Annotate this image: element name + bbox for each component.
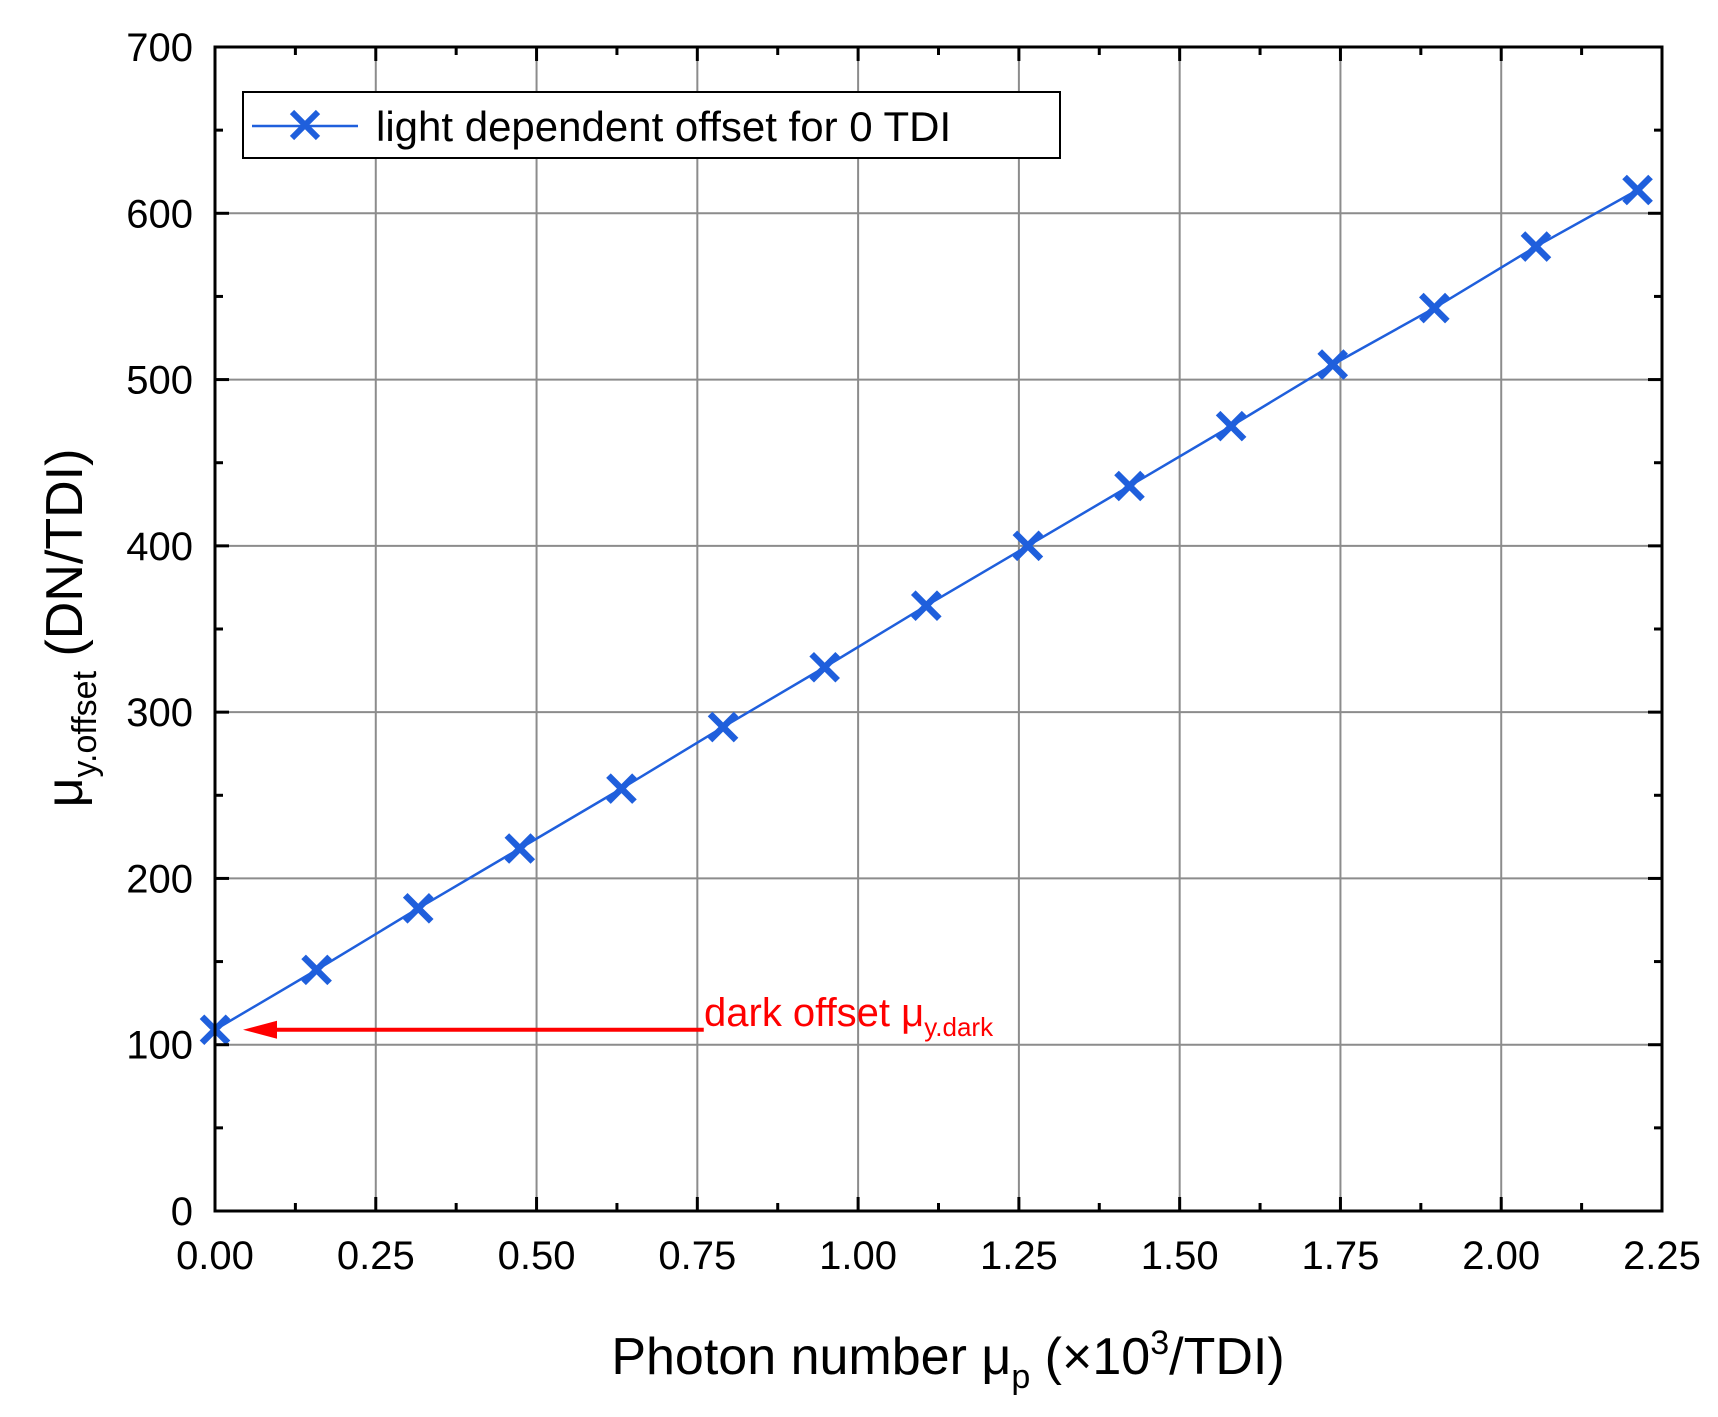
data-point-x-marker (504, 833, 536, 864)
x-tick-label: 1.25 (980, 1234, 1058, 1278)
x-axis-title-end: /TDI) (1169, 1328, 1285, 1386)
data-point-x-marker (1419, 292, 1450, 324)
x-axis-title-superscript: 3 (1150, 1324, 1169, 1362)
x-tick-label: 0.75 (658, 1234, 736, 1278)
x-axis-title-main: Photon number μ (611, 1328, 1011, 1386)
dark-offset-annotation-subscript: y.dark (924, 1012, 994, 1042)
data-point-stroke (606, 773, 637, 804)
data-point-stroke (402, 893, 434, 924)
x-axis-title-mid: (×10 (1030, 1328, 1150, 1386)
x-tick-label: 0.50 (498, 1234, 576, 1278)
data-point-x-marker (301, 954, 332, 986)
x-tick-label: 2.00 (1462, 1234, 1540, 1278)
data-point-stroke (504, 833, 536, 864)
data-point-stroke (809, 651, 840, 683)
data-point-x-marker (1114, 470, 1145, 502)
y-tick-label: 200 (126, 857, 193, 901)
data-point-x-marker (910, 590, 942, 622)
series-layer (199, 174, 1653, 1046)
legend-box (242, 91, 1061, 159)
data-point-stroke (1317, 349, 1349, 380)
data-point-stroke (1012, 530, 1044, 562)
data-point-x-marker (1215, 410, 1247, 442)
data-point-x-marker (1520, 231, 1552, 262)
data-point-stroke (1215, 410, 1247, 442)
data-point-x-marker (1012, 530, 1044, 562)
data-point-stroke (1622, 174, 1653, 206)
annotation-layer (243, 1020, 704, 1039)
x-tick-label: 0.25 (337, 1234, 415, 1278)
x-axis-title-subscript: p (1011, 1358, 1030, 1396)
dark-offset-annotation-main: dark offset μ (704, 991, 924, 1035)
axis-ticks: 0.00 0.25 0.50 0.75 1.00 1.25 1.50 1.75 2.00 2.25… (126, 26, 1701, 1278)
x-tick-label: 2.25 (1623, 1234, 1701, 1278)
data-point-x-marker (707, 711, 739, 743)
y-axis-title-end: (DN/TDI) (36, 449, 94, 671)
data-point-stroke (1419, 292, 1450, 324)
x-tick-label: 1.75 (1302, 1234, 1380, 1278)
x-tick-label: 1.50 (1141, 1234, 1219, 1278)
y-axis-title-subscript: y.offset (66, 670, 104, 777)
y-tick-label: 300 (126, 691, 193, 735)
x-tick-label: 0.00 (176, 1234, 254, 1278)
legend-label: light dependent offset for 0 TDI (376, 103, 951, 150)
y-tick-label: 0 (171, 1190, 193, 1234)
data-point-x-marker (1622, 174, 1653, 206)
x-axis-title: Photon number μp (×103/TDI) (611, 1324, 1284, 1396)
x-tick-label: 1.00 (819, 1234, 897, 1278)
y-tick-label: 700 (126, 26, 193, 70)
grid-layer (215, 47, 1662, 1211)
y-tick-label: 400 (126, 525, 193, 569)
legend-x-marker-icon (289, 109, 321, 141)
y-axis-title: μy.offset (DN/TDI) (36, 449, 104, 808)
dark-offset-annotation: dark offset μy.dark (704, 991, 994, 1042)
data-point-x-marker (606, 773, 637, 804)
y-tick-label: 100 (126, 1024, 193, 1068)
legend: light dependent offset for 0 TDI (242, 91, 1061, 159)
y-tick-label: 600 (126, 192, 193, 236)
y-tick-label: 500 (126, 359, 193, 403)
data-point-x-marker (1317, 349, 1349, 380)
data-point-x-marker (809, 651, 840, 683)
data-point-stroke (1520, 231, 1552, 262)
data-point-stroke (910, 590, 942, 622)
data-point-stroke (301, 954, 332, 986)
dark-offset-arrowhead (243, 1020, 277, 1039)
y-axis-title-main: μ (36, 777, 94, 807)
data-point-stroke (1114, 470, 1145, 502)
data-point-x-marker (402, 893, 434, 924)
data-point-stroke (707, 711, 739, 743)
